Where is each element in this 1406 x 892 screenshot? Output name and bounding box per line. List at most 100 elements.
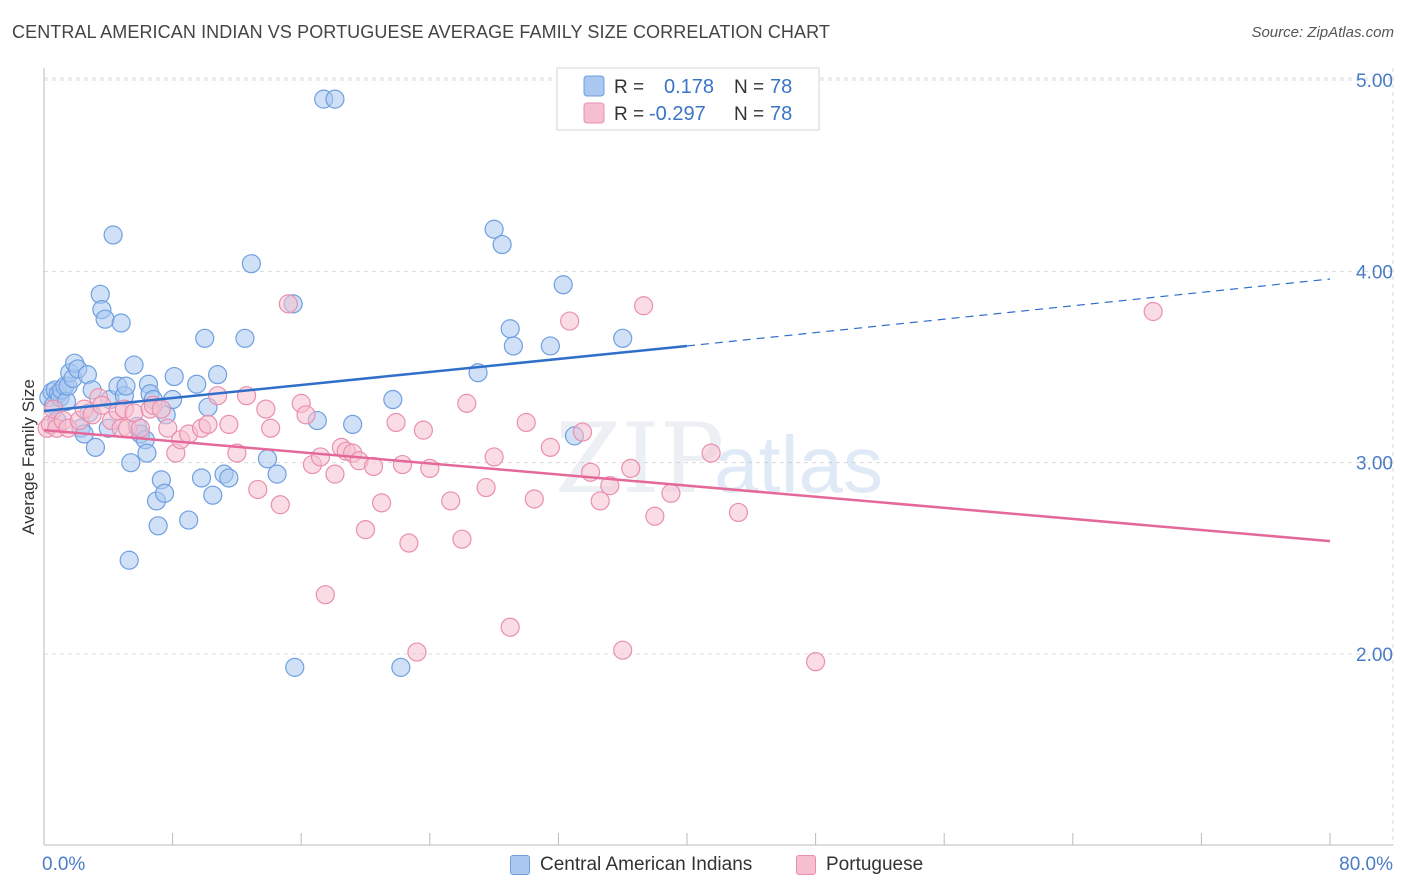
y-tick-label-3: 5.00: [1356, 71, 1393, 92]
blue-point-48: [179, 510, 199, 530]
blue-point-47: [164, 366, 184, 387]
pink-point-29: [227, 443, 247, 463]
series-portuguese: [37, 294, 1163, 672]
legend-item-central-american-indians[interactable]: Central American Indians: [510, 852, 752, 878]
pink-point-41: [325, 464, 345, 484]
pink-point-62: [524, 489, 544, 509]
legend-label-blue: Central American Indians: [540, 854, 753, 875]
blue-point-59: [257, 449, 278, 469]
blue-point-71: [492, 234, 512, 255]
trendline-pink: [43, 428, 1331, 543]
legend-n-value-2: 78: [770, 103, 792, 125]
x-tick-label-max: 80.0%: [1339, 854, 1393, 875]
blue-point-54: [208, 365, 228, 385]
blue-point-32: [121, 453, 141, 473]
legend-swatch-blue: [583, 75, 605, 97]
pink-point-69: [613, 640, 633, 660]
trendline-blue-solid: [43, 344, 688, 413]
pink-point-34: [270, 495, 290, 515]
pink-point-68: [600, 476, 620, 496]
blue-point-49: [187, 374, 207, 394]
legend-r-label-2: R =: [614, 104, 644, 125]
pink-point-74: [701, 443, 721, 463]
blue-point-31: [119, 550, 139, 570]
blue-point-33: [124, 355, 144, 375]
legend-r-value-2: -0.297: [649, 103, 706, 125]
pink-point-61: [516, 412, 536, 433]
pink-point-46: [355, 520, 376, 540]
blue-point-26: [103, 225, 123, 245]
pink-point-49: [386, 412, 406, 433]
blue-point-23: [95, 309, 115, 329]
pink-point-58: [476, 477, 496, 498]
chart-title: CENTRAL AMERICAN INDIAN VS PORTUGUESE AV…: [12, 22, 831, 42]
blue-point-73: [503, 336, 523, 356]
pink-point-39: [310, 447, 331, 467]
blue-point-65: [325, 89, 345, 109]
blue-point-28: [111, 313, 131, 333]
legend-r-label-1: R =: [614, 77, 644, 98]
legend-item-portuguese[interactable]: Portuguese: [796, 852, 923, 878]
pink-point-60: [500, 617, 520, 637]
pink-point-31: [248, 479, 268, 500]
blue-point-67: [383, 389, 403, 410]
blue-point-77: [613, 328, 633, 348]
blue-point-75: [553, 275, 573, 295]
pink-point-55: [441, 491, 461, 511]
pink-point-56: [452, 529, 472, 549]
pink-point-53: [413, 420, 433, 440]
series-central-american-indians: [39, 89, 633, 677]
pink-point-72: [645, 506, 665, 526]
pink-point-48: [371, 493, 392, 513]
x-tick-label-min: 0.0%: [42, 854, 85, 875]
watermark-zip: ZIP: [555, 403, 724, 515]
legend-n-label-2: N =: [734, 104, 764, 125]
blue-point-57: [235, 328, 255, 348]
blue-point-20: [85, 437, 106, 457]
pink-point-17: [130, 418, 151, 438]
blue-point-62: [285, 657, 305, 677]
blue-point-53: [203, 485, 223, 505]
pink-point-32: [256, 399, 276, 419]
pink-point-37: [296, 405, 316, 425]
pink-point-27: [208, 386, 228, 406]
blue-point-50: [191, 468, 212, 488]
pink-point-70: [621, 458, 641, 479]
pink-point-76: [805, 652, 826, 672]
blue-point-60: [267, 464, 287, 484]
blue-point-51: [195, 328, 215, 348]
y-tick-label-0: 2.00: [1356, 645, 1393, 666]
blue-point-37: [137, 443, 157, 463]
pink-point-52: [407, 642, 427, 662]
pink-point-35: [278, 294, 298, 314]
pink-point-73: [661, 483, 681, 503]
pink-point-20: [151, 399, 171, 419]
pink-point-33: [261, 418, 281, 438]
legend-n-value-1: 78: [770, 76, 792, 98]
legend-n-label-1: N =: [734, 77, 764, 98]
pink-point-40: [315, 585, 335, 605]
y-tick-label-2: 4.00: [1356, 262, 1393, 283]
legend-r-value-1: 0.178: [664, 76, 714, 98]
pink-point-75: [728, 502, 749, 523]
pink-point-77: [1143, 301, 1163, 322]
blue-point-44: [154, 483, 175, 503]
blue-point-56: [219, 468, 239, 488]
pink-point-28: [219, 414, 239, 434]
pink-point-65: [572, 422, 593, 442]
legend-label-pink: Portuguese: [826, 854, 924, 875]
legend-swatch-blue-icon: [510, 855, 530, 875]
trendlines: [43, 278, 1331, 543]
pink-point-57: [457, 393, 477, 413]
correlation-legend: R = 0.178 N = 78 R = -0.297 N = 78: [556, 67, 820, 131]
y-axis-title: Average Family Size: [19, 379, 38, 535]
pink-point-26: [198, 414, 218, 434]
pink-point-63: [540, 437, 560, 457]
pink-point-59: [484, 447, 504, 467]
y-tick-labels: 2.00 3.00 4.00 5.00: [1356, 71, 1393, 666]
legend-swatch-pink: [583, 102, 605, 124]
blue-point-70: [484, 219, 504, 239]
pink-point-67: [590, 491, 610, 511]
blue-point-66: [343, 414, 363, 434]
